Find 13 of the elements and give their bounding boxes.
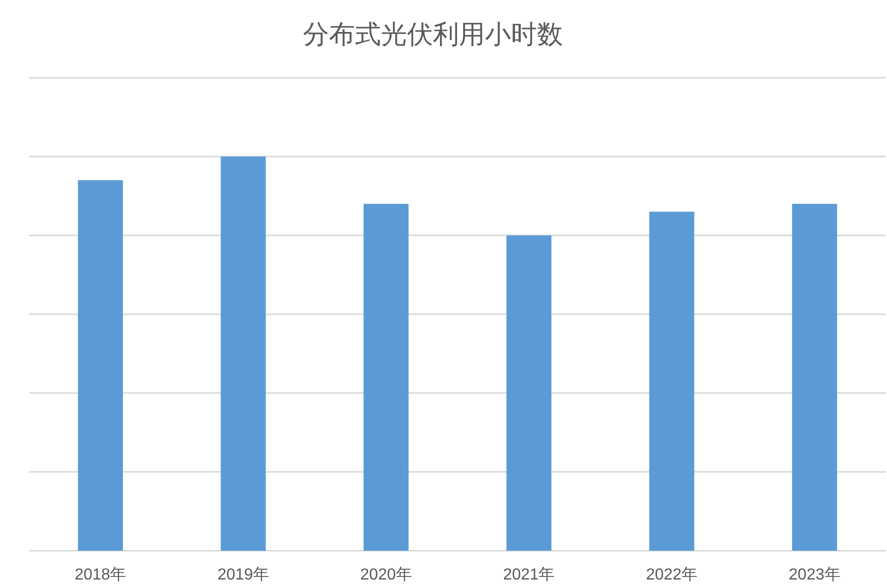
- x-tick-label: 2020年: [360, 566, 412, 584]
- bar: [506, 235, 552, 551]
- bar: [364, 204, 409, 551]
- x-tick-label: 2018年: [74, 566, 126, 584]
- bar: [78, 180, 123, 551]
- x-tick-label: 2019年: [217, 566, 270, 584]
- chart-title: 分布式光伏利用小时数: [303, 19, 563, 49]
- bar: [220, 156, 266, 551]
- bar: [649, 212, 694, 551]
- x-tick-label: 2021年: [503, 566, 555, 584]
- x-tick-label: 2023年: [788, 566, 840, 584]
- bar: [792, 204, 838, 551]
- x-tick-label: 2022年: [646, 566, 698, 584]
